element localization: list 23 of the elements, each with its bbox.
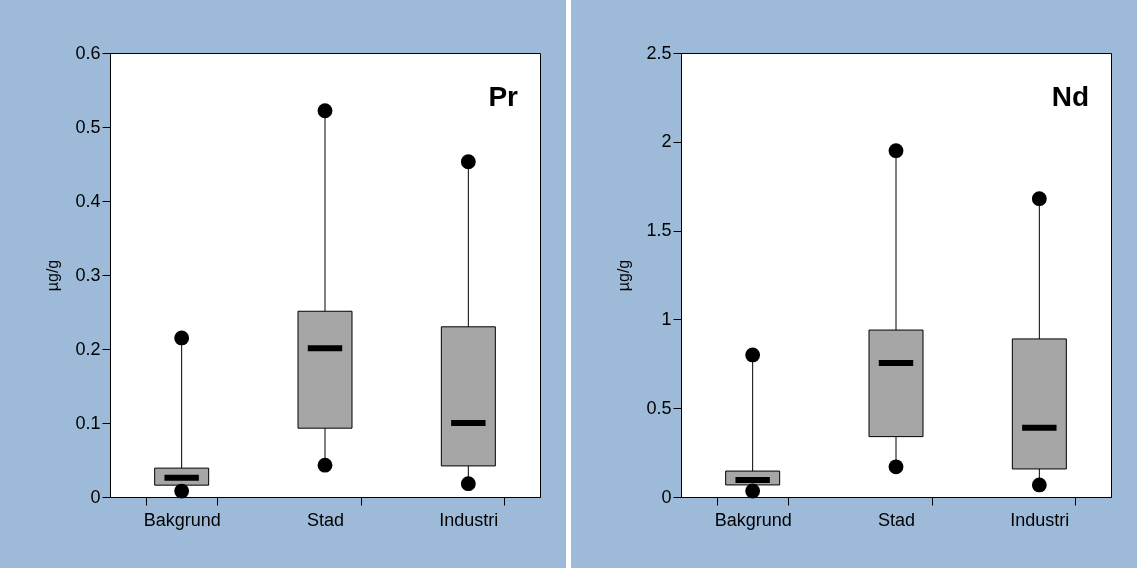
y-axis-title: µg/g	[44, 259, 62, 292]
y-tick-label: 0.5	[75, 116, 101, 137]
x-tick-label: Stad	[306, 509, 345, 530]
x-tick-label: Industri	[439, 509, 499, 530]
text: Pr	[488, 81, 519, 112]
x-tick-label: Stad	[877, 509, 916, 530]
text: Nd	[1051, 81, 1089, 112]
y-tick-label: 2.5	[646, 42, 672, 63]
y-tick-label: 0.2	[75, 338, 101, 359]
x-tick-label: Industri	[1010, 509, 1070, 530]
x-tick-label: Bakgrund	[714, 509, 792, 530]
x-tick-label: Bakgrund	[143, 509, 221, 530]
y-tick-label: 0.4	[75, 190, 101, 211]
y-tick-label: 1.5	[646, 220, 672, 241]
y-tick-label: 0	[90, 486, 101, 507]
y-tick-label: 0	[661, 486, 672, 507]
y-tick-label: 1	[661, 308, 672, 329]
y-tick-label: 0.1	[75, 412, 101, 433]
y-tick-label: 0.5	[646, 397, 672, 418]
y-tick-label: 0.6	[75, 42, 101, 63]
y-axis-title: µg/g	[615, 259, 633, 292]
y-tick-label: 0.3	[75, 264, 101, 285]
y-tick-label: 2	[661, 131, 672, 152]
